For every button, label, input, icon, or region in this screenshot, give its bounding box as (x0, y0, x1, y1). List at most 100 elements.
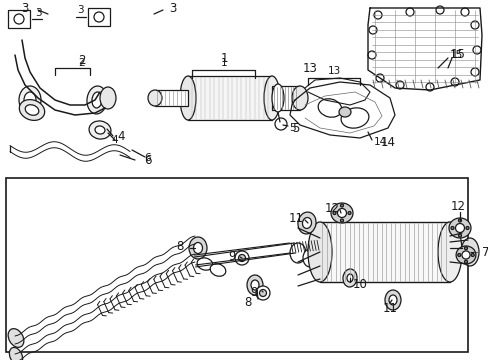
Ellipse shape (271, 84, 284, 112)
Ellipse shape (148, 90, 162, 106)
Ellipse shape (330, 203, 352, 223)
Bar (6, 178, 467, 352)
Ellipse shape (458, 219, 461, 222)
Ellipse shape (89, 121, 111, 139)
Ellipse shape (25, 105, 39, 115)
Text: 10: 10 (352, 279, 366, 292)
Ellipse shape (95, 126, 105, 134)
Text: 2: 2 (79, 58, 85, 68)
Ellipse shape (180, 76, 196, 120)
Ellipse shape (435, 6, 443, 14)
Text: 7: 7 (481, 246, 488, 258)
Ellipse shape (342, 269, 356, 287)
Text: 9: 9 (228, 251, 235, 264)
Text: 12: 12 (449, 201, 465, 213)
Bar (155, 90, 187, 106)
Ellipse shape (235, 251, 248, 265)
Ellipse shape (297, 212, 315, 234)
Ellipse shape (246, 275, 263, 295)
Ellipse shape (193, 243, 202, 253)
Ellipse shape (395, 81, 403, 89)
Text: 12: 12 (324, 202, 339, 215)
Ellipse shape (189, 237, 206, 259)
Text: 6: 6 (144, 153, 151, 166)
Ellipse shape (472, 46, 480, 54)
Ellipse shape (340, 204, 343, 207)
Text: 8: 8 (244, 297, 251, 310)
Ellipse shape (337, 208, 346, 217)
Ellipse shape (8, 329, 24, 347)
Ellipse shape (450, 226, 453, 230)
Text: 11: 11 (288, 211, 303, 225)
Ellipse shape (197, 258, 212, 270)
Ellipse shape (373, 11, 381, 19)
Text: 2: 2 (78, 54, 85, 67)
Bar (271, 86, 299, 110)
Ellipse shape (318, 99, 341, 117)
Ellipse shape (460, 8, 468, 16)
Ellipse shape (256, 286, 269, 300)
Ellipse shape (250, 280, 259, 290)
Ellipse shape (375, 74, 383, 82)
Text: 9: 9 (250, 287, 257, 300)
Ellipse shape (289, 243, 305, 263)
Text: 15: 15 (448, 50, 462, 60)
Ellipse shape (384, 290, 400, 310)
Ellipse shape (460, 238, 478, 266)
Ellipse shape (9, 347, 22, 360)
Text: 4: 4 (111, 135, 118, 145)
Text: 4: 4 (117, 130, 124, 144)
Ellipse shape (291, 86, 307, 110)
Ellipse shape (238, 255, 245, 261)
Text: 5: 5 (292, 122, 299, 135)
Text: 13: 13 (326, 66, 340, 76)
Ellipse shape (100, 87, 116, 109)
Text: 15: 15 (449, 49, 465, 62)
Text: 11: 11 (382, 302, 397, 315)
Ellipse shape (455, 246, 475, 264)
Ellipse shape (465, 226, 468, 230)
Ellipse shape (24, 92, 36, 108)
Ellipse shape (307, 222, 331, 282)
Ellipse shape (368, 26, 376, 34)
Ellipse shape (259, 289, 266, 297)
Ellipse shape (264, 76, 280, 120)
Ellipse shape (464, 260, 467, 263)
Ellipse shape (346, 274, 352, 282)
Ellipse shape (425, 83, 433, 91)
Text: 8: 8 (176, 240, 183, 253)
Ellipse shape (470, 68, 478, 76)
Ellipse shape (340, 219, 343, 222)
Ellipse shape (367, 51, 375, 59)
Ellipse shape (464, 247, 467, 250)
Ellipse shape (19, 100, 44, 120)
Bar (88, 8, 110, 26)
Text: 3: 3 (77, 5, 83, 15)
Ellipse shape (14, 14, 24, 24)
Bar (319, 222, 449, 282)
Ellipse shape (303, 249, 316, 267)
Ellipse shape (461, 251, 469, 259)
Ellipse shape (450, 78, 458, 86)
Ellipse shape (458, 234, 461, 237)
Text: 3: 3 (169, 1, 176, 14)
Ellipse shape (338, 107, 350, 117)
Ellipse shape (332, 211, 335, 215)
Ellipse shape (302, 217, 311, 229)
Text: 13: 13 (302, 62, 317, 75)
Ellipse shape (470, 253, 473, 256)
Ellipse shape (448, 218, 470, 238)
Text: 14: 14 (373, 137, 386, 147)
Ellipse shape (210, 264, 225, 276)
Ellipse shape (405, 8, 413, 16)
Ellipse shape (454, 224, 464, 233)
Ellipse shape (437, 222, 461, 282)
Ellipse shape (347, 211, 350, 215)
Ellipse shape (19, 86, 41, 114)
Text: 3: 3 (35, 8, 41, 18)
Ellipse shape (341, 108, 368, 128)
Bar (8, 10, 30, 28)
Ellipse shape (92, 92, 102, 108)
Text: 5: 5 (288, 123, 295, 133)
Text: 14: 14 (380, 136, 395, 149)
